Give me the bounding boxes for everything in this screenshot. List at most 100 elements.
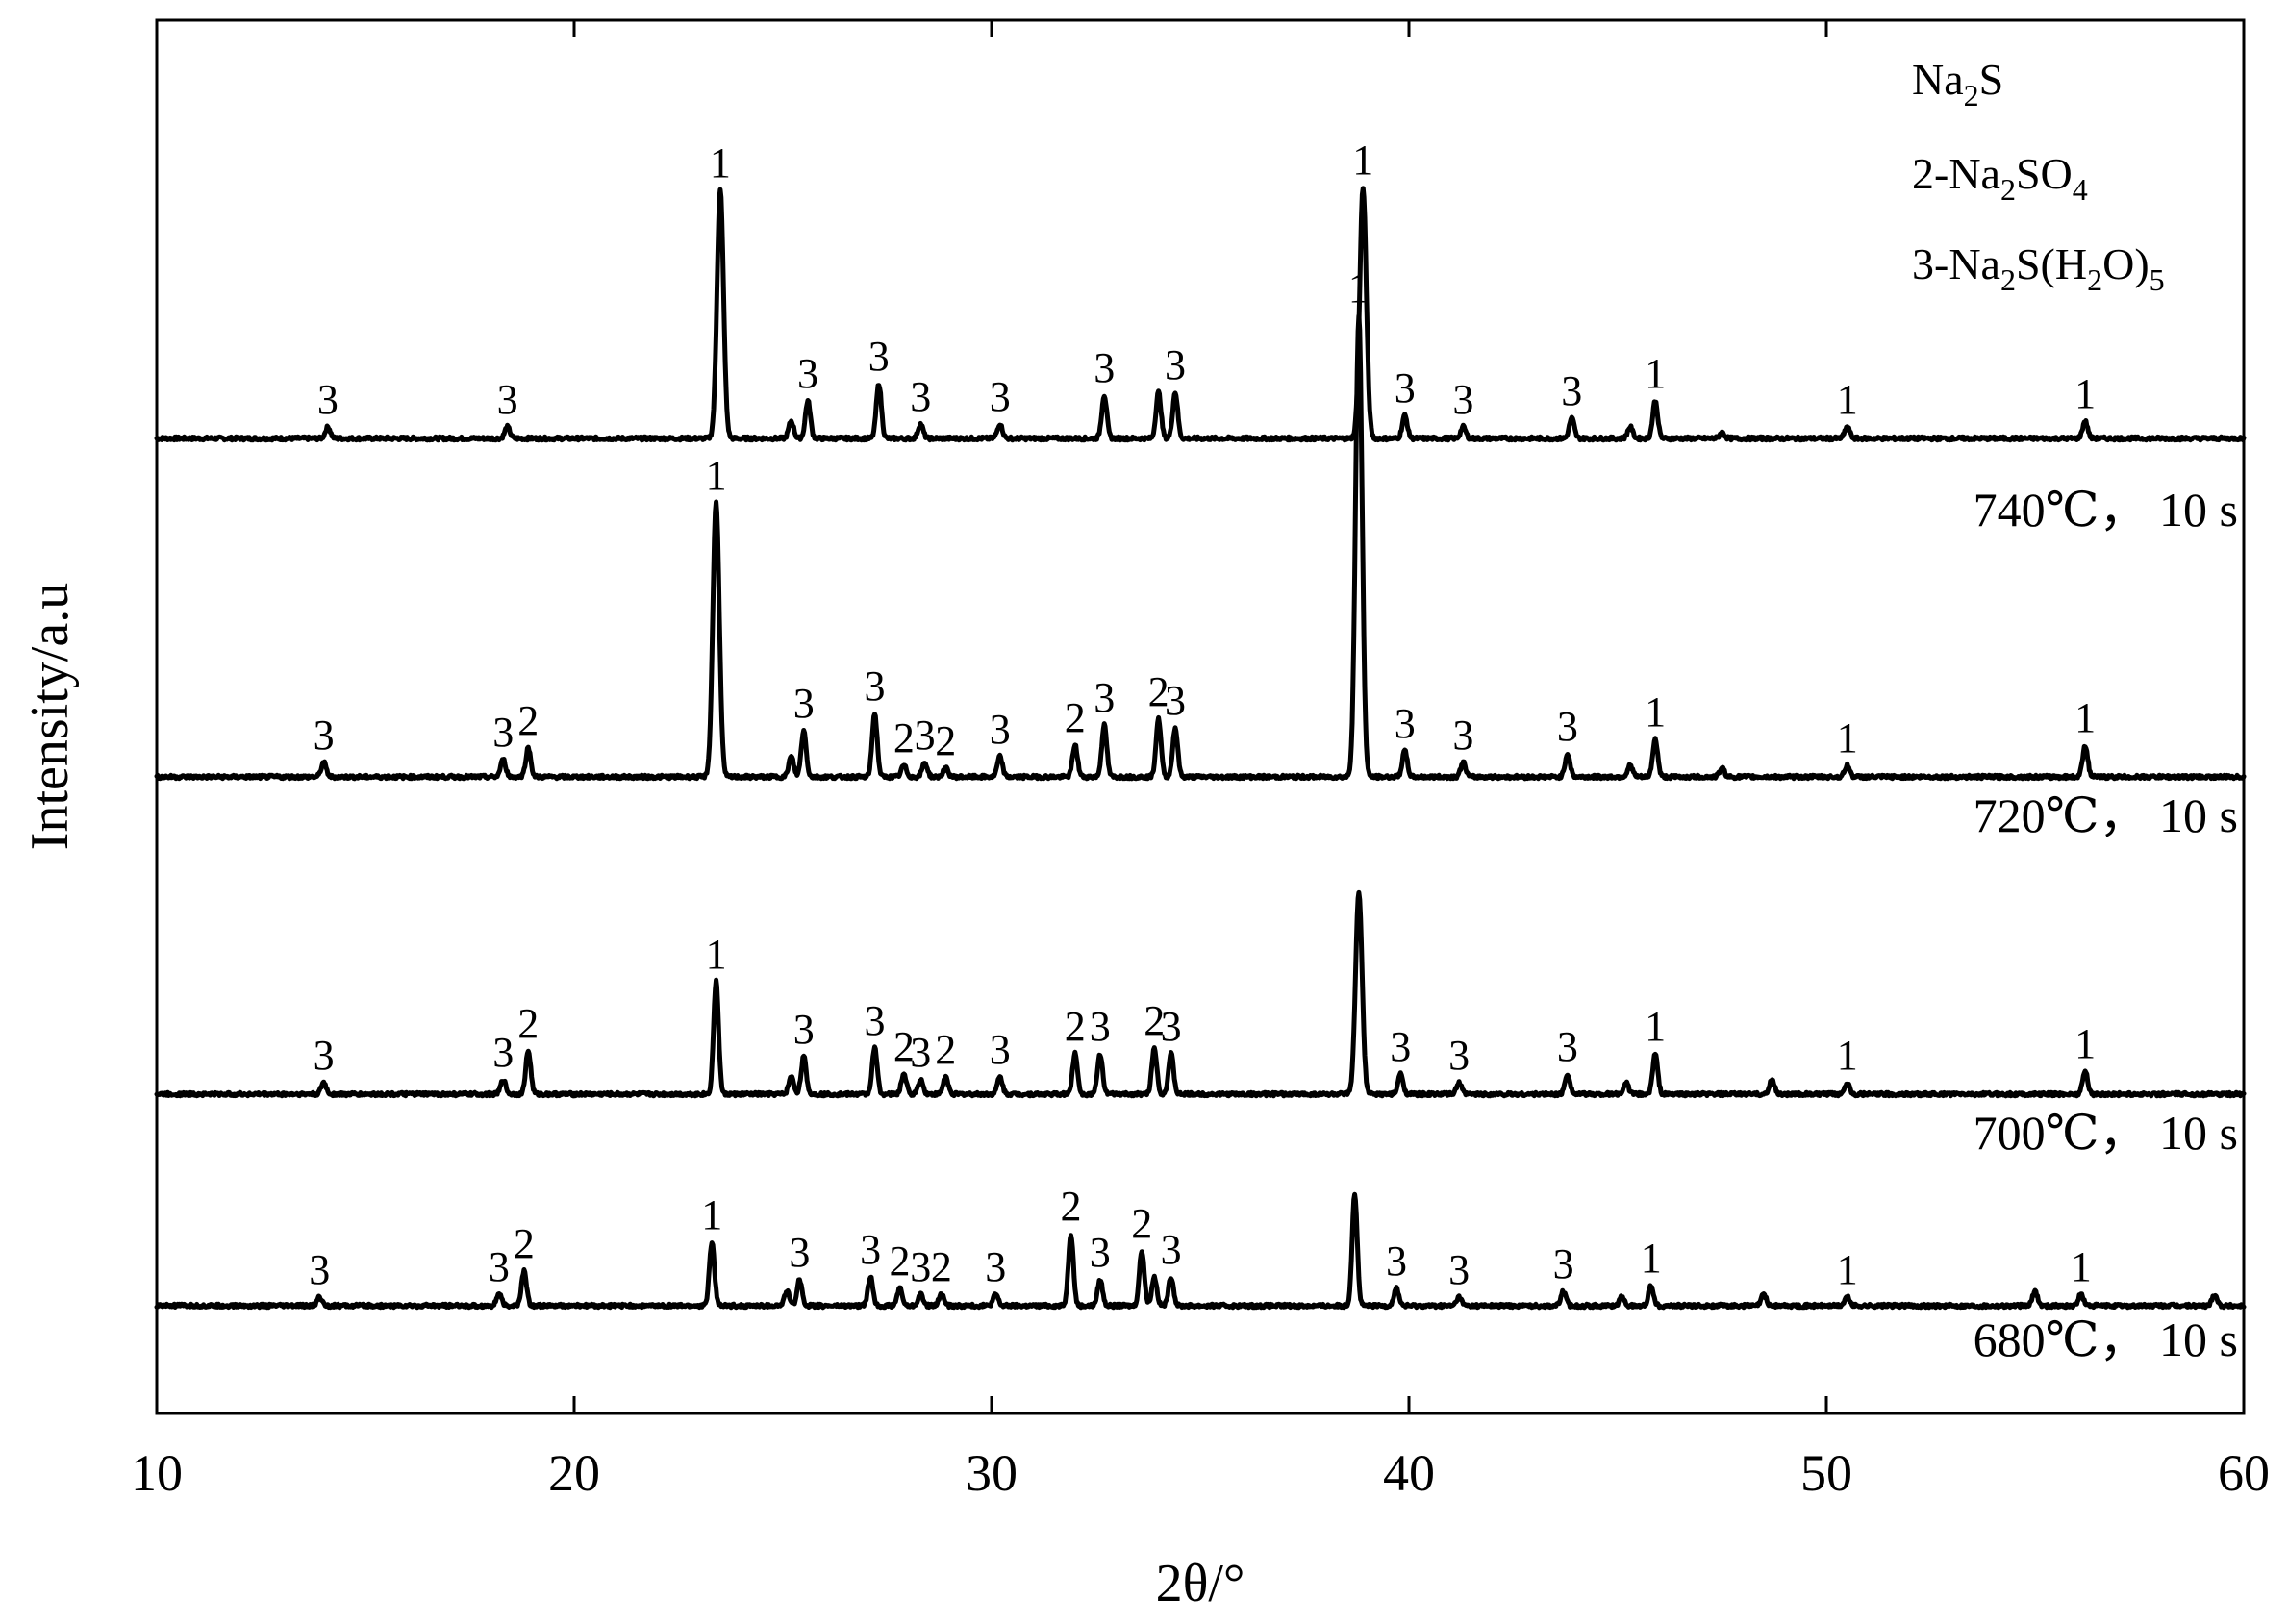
peak-label: 3 bbox=[1557, 703, 1578, 750]
peak-label: 3 bbox=[1161, 1003, 1182, 1050]
peak-label: 1 bbox=[2074, 1020, 2096, 1067]
peak-label: 3 bbox=[1094, 344, 1115, 391]
peak-label: 1 bbox=[2074, 694, 2096, 741]
x-tick-label: 10 bbox=[131, 1444, 183, 1502]
peak-label: 2 bbox=[1061, 1183, 1082, 1230]
peak-label: 1 bbox=[1837, 714, 1858, 762]
peak-label: 3 bbox=[793, 680, 815, 727]
peak-label: 2 bbox=[1148, 668, 1169, 715]
peak-label: 3 bbox=[990, 373, 1011, 420]
plot-frame bbox=[155, 18, 2246, 1415]
peak-label: 3 bbox=[797, 350, 818, 397]
peak-label: 3 bbox=[1090, 1229, 1111, 1276]
peak-label: 3 bbox=[1448, 1246, 1470, 1293]
peak-label: 3 bbox=[1390, 1023, 1411, 1070]
peak-label: 2 bbox=[517, 1000, 539, 1047]
series-label: 700℃， 10 s bbox=[1974, 1106, 2238, 1160]
peak-label: 3 bbox=[990, 1026, 1011, 1073]
x-tick-label: 60 bbox=[2218, 1444, 2270, 1502]
peak-label: 3 bbox=[1094, 674, 1115, 721]
peak-label: 1 bbox=[1837, 1246, 1858, 1293]
y-axis-title: Intensity/a.u bbox=[20, 583, 80, 850]
peak-label: 1 bbox=[1837, 376, 1858, 423]
peak-label: 3 bbox=[1090, 1003, 1111, 1050]
peak-label: 3 bbox=[309, 1246, 330, 1293]
peak-label: 1 bbox=[706, 452, 727, 499]
peak-label: 1 bbox=[706, 931, 727, 978]
peak-label: 2 bbox=[1065, 694, 1086, 741]
peak-label: 3 bbox=[868, 333, 890, 380]
series-trace bbox=[154, 186, 2247, 443]
peak-label: 1 bbox=[1352, 137, 1373, 184]
peak-label: 1 bbox=[701, 1191, 722, 1238]
peak-label: 3 bbox=[1452, 712, 1473, 759]
peak-label: 3 bbox=[1161, 1226, 1182, 1273]
peak-label: 3 bbox=[1386, 1237, 1407, 1285]
peak-label: 3 bbox=[990, 706, 1011, 753]
legend-entry: 3-Na2S(H2O)5 bbox=[1912, 239, 2165, 297]
peak-label: 3 bbox=[1395, 364, 1416, 412]
peak-label: 2 bbox=[1131, 1200, 1152, 1247]
x-tick-label: 50 bbox=[1800, 1444, 1852, 1502]
peak-label: 3 bbox=[915, 712, 936, 759]
series-traces bbox=[154, 186, 2247, 1311]
x-axis-title: 2θ/° bbox=[1156, 1554, 1245, 1613]
peak-label: 3 bbox=[860, 1226, 881, 1273]
series-trace bbox=[154, 1191, 2247, 1311]
peak-label: 2 bbox=[890, 1237, 911, 1285]
legend-entry: Na2S bbox=[1912, 55, 2003, 112]
peak-label: 2 bbox=[1144, 997, 1165, 1044]
peak-label: 1 bbox=[1348, 264, 1370, 312]
peak-label: 1 bbox=[2074, 370, 2096, 417]
peak-label: 3 bbox=[985, 1243, 1006, 1290]
x-axis-ticks: 10 20 30 40 50 60 bbox=[131, 20, 2270, 1502]
peak-label: 1 bbox=[1645, 350, 1666, 397]
peak-label: 3 bbox=[1165, 677, 1186, 724]
peak-label: 1 bbox=[2071, 1243, 2092, 1290]
peak-label: 3 bbox=[789, 1229, 810, 1276]
peak-label: 3 bbox=[910, 1243, 931, 1290]
peak-label: 3 bbox=[910, 373, 931, 420]
peak-label: 2 bbox=[931, 1243, 952, 1290]
peak-label: 3 bbox=[492, 709, 514, 756]
peak-label: 2 bbox=[935, 1026, 956, 1073]
peak-label: 2 bbox=[935, 717, 956, 764]
series-label: 680℃， 10 s bbox=[1974, 1312, 2238, 1366]
series-label: 720℃， 10 s bbox=[1974, 788, 2238, 842]
peak-label: 3 bbox=[489, 1243, 510, 1290]
peak-label: 3 bbox=[1561, 367, 1582, 414]
peak-label: 3 bbox=[1553, 1240, 1574, 1287]
peak-label: 3 bbox=[1448, 1032, 1470, 1079]
x-tick-label: 20 bbox=[548, 1444, 600, 1502]
legend-entry: 2-Na2SO4 bbox=[1912, 149, 2088, 207]
peak-label: 3 bbox=[1165, 341, 1186, 388]
x-tick-label: 40 bbox=[1383, 1444, 1435, 1502]
series-trace bbox=[154, 889, 2247, 1099]
peak-label: 3 bbox=[314, 712, 335, 759]
peak-label: 1 bbox=[1645, 688, 1666, 736]
peak-label: 3 bbox=[865, 662, 886, 710]
peak-label: 2 bbox=[893, 714, 915, 762]
series-label: 740℃， 10 s bbox=[1974, 483, 2238, 537]
peak-label: 3 bbox=[1557, 1023, 1578, 1070]
peak-label: 2 bbox=[1065, 1003, 1086, 1050]
peak-label: 2 bbox=[893, 1023, 915, 1070]
peak-label: 3 bbox=[492, 1029, 514, 1076]
peak-label: 3 bbox=[1452, 376, 1473, 423]
chart-legend: Na2S 2-Na2SO4 3-Na2S(H2O)5 bbox=[1912, 55, 2165, 297]
peak-label: 1 bbox=[1645, 1003, 1666, 1050]
peak-label: 1 bbox=[710, 139, 731, 187]
peak-label: 1 bbox=[1837, 1032, 1858, 1079]
x-tick-label: 30 bbox=[966, 1444, 1018, 1502]
peak-label: 3 bbox=[497, 376, 518, 423]
peak-label: 3 bbox=[865, 997, 886, 1044]
peak-label: 3 bbox=[793, 1006, 815, 1053]
peak-label: 3 bbox=[317, 376, 339, 423]
peak-label: 2 bbox=[517, 697, 539, 744]
peak-label: 3 bbox=[910, 1029, 931, 1076]
peak-label: 3 bbox=[314, 1032, 335, 1079]
series-labels: 740℃， 10 s 720℃， 10 s 700℃， 10 s 680℃， 10 s bbox=[1974, 483, 2238, 1366]
peak-label: 2 bbox=[514, 1220, 535, 1267]
